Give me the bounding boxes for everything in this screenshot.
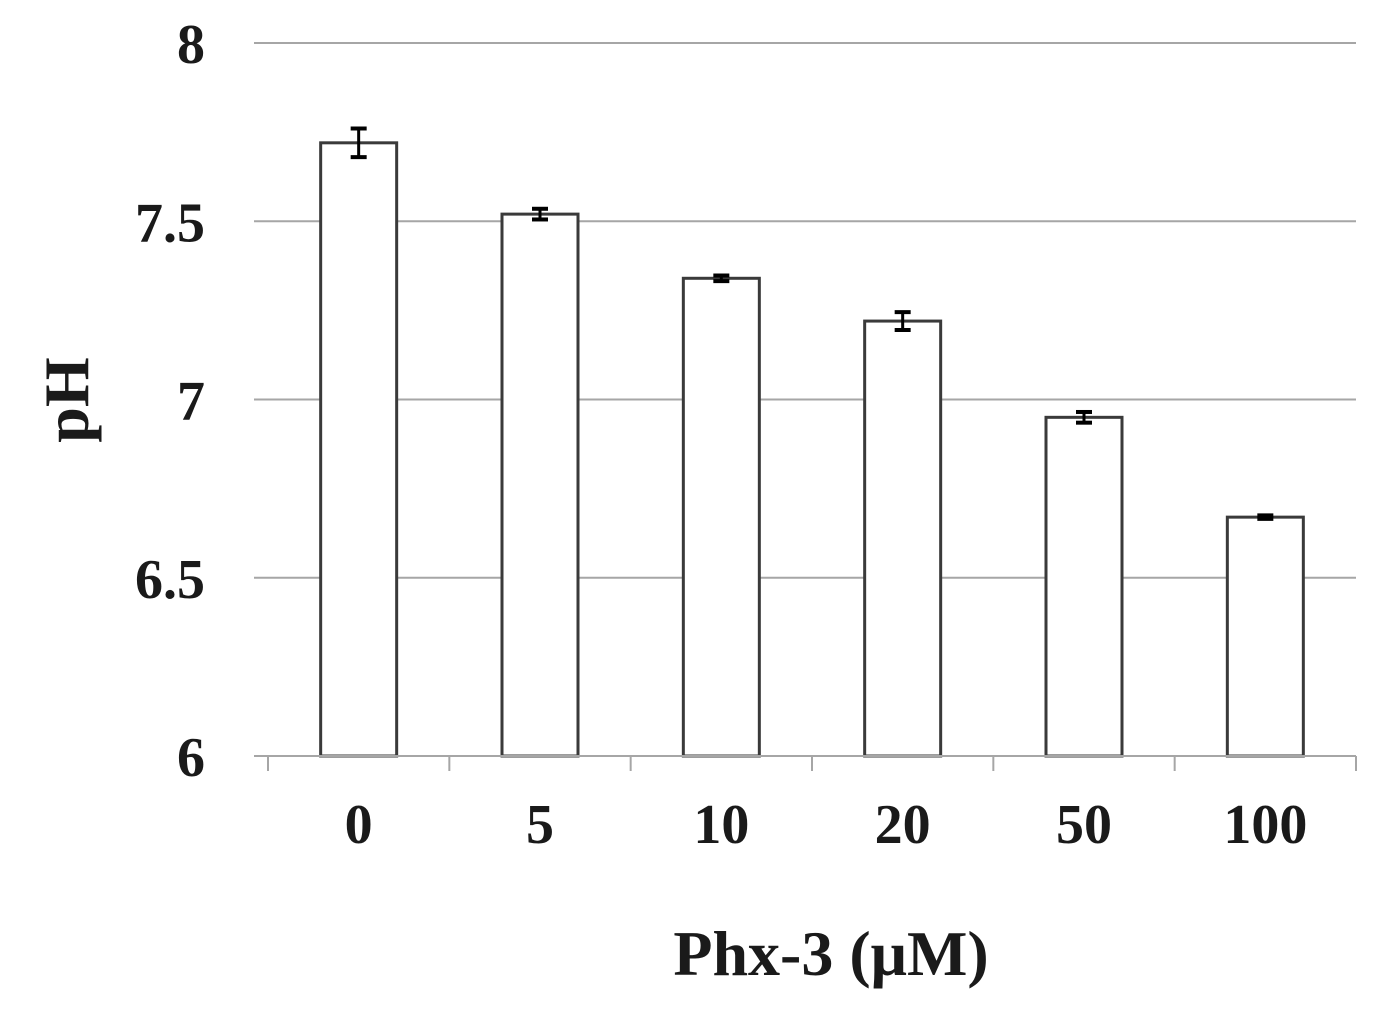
y-tick-label: 7.5 [135, 192, 205, 254]
y-tick-label: 6.5 [135, 549, 205, 611]
x-axis-title: Phx-3 (μM) [673, 918, 988, 989]
bars [319, 141, 1305, 758]
y-axis-title: pH [31, 357, 102, 442]
y-tick-label: 7 [177, 371, 205, 433]
error-bars [350, 126, 1274, 521]
x-tick-labels: 0 5 10 20 50 100 [345, 794, 1308, 856]
bar [1044, 415, 1124, 758]
y-tick-label: 8 [177, 14, 205, 76]
x-tick-label: 0 [345, 794, 373, 856]
x-tick-label: 5 [526, 794, 554, 856]
y-tick-label: 6 [177, 727, 205, 789]
y-tick-labels: 6 6.5 7 7.5 8 [135, 14, 205, 789]
x-tick-label: 20 [875, 794, 931, 856]
bar [863, 319, 943, 758]
x-tick-label: 10 [693, 794, 749, 856]
x-axis [254, 755, 1357, 771]
bar [681, 276, 761, 758]
bar [500, 212, 580, 758]
bar [1225, 515, 1305, 758]
x-tick-label: 50 [1056, 794, 1112, 856]
bar [319, 141, 399, 758]
gridlines [254, 42, 1356, 579]
x-tick-label: 100 [1223, 794, 1307, 856]
